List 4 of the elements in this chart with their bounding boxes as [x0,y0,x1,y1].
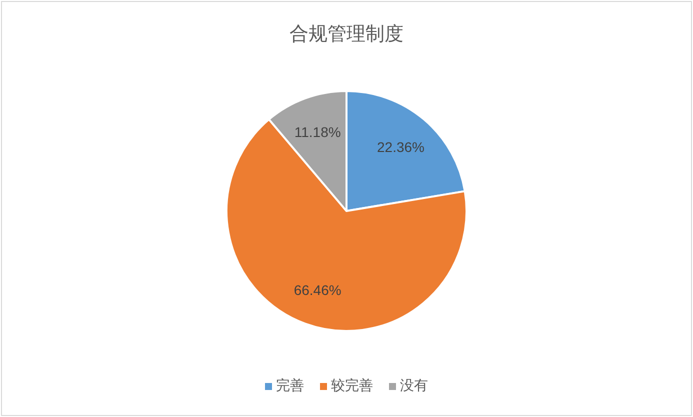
legend-label: 较完善 [331,377,373,393]
title: 合规管理制度 [290,24,404,45]
legend-label: 没有 [400,377,428,393]
legend-label: 完善 [276,377,304,393]
